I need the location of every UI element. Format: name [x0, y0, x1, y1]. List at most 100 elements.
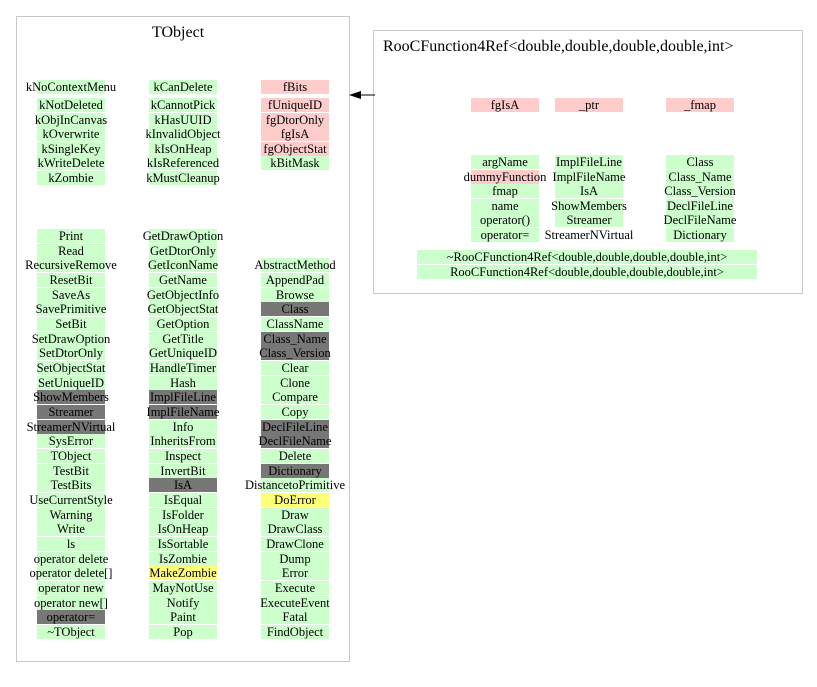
- method[interactable]: InheritsFrom: [149, 434, 217, 449]
- data-member[interactable]: _fmap: [666, 98, 734, 112]
- method[interactable]: ImplFileLine: [555, 155, 623, 169]
- method[interactable]: operator new: [37, 581, 105, 596]
- method[interactable]: Class_Name: [261, 331, 329, 346]
- method[interactable]: DeclFileName: [664, 213, 736, 228]
- method[interactable]: IsA: [555, 184, 623, 199]
- method[interactable]: IsEqual: [149, 493, 217, 508]
- data-member[interactable]: kObjInCanvas: [35, 112, 107, 127]
- method[interactable]: ~RooCFunction4Ref<double,double,double,d…: [417, 250, 757, 264]
- method[interactable]: ShowMembers: [551, 198, 627, 213]
- data-member[interactable]: kInvalidObject: [146, 127, 220, 142]
- method[interactable]: ResetBit: [37, 273, 105, 287]
- method[interactable]: ~TObject: [37, 625, 105, 640]
- method[interactable]: ShowMembers: [33, 390, 109, 405]
- method[interactable]: DrawClass: [261, 522, 329, 537]
- method[interactable]: GetTitle: [149, 331, 217, 346]
- method[interactable]: ClassName: [261, 317, 329, 332]
- method[interactable]: SetObjectStat: [37, 361, 105, 376]
- method[interactable]: Delete: [261, 449, 329, 464]
- method[interactable]: Info: [149, 419, 217, 434]
- method[interactable]: RooCFunction4Ref<double,double,double,do…: [417, 265, 757, 279]
- data-member[interactable]: kBitMask: [261, 156, 329, 171]
- method[interactable]: Inspect: [149, 449, 217, 464]
- method[interactable]: operator delete[]: [30, 566, 112, 581]
- data-member[interactable]: kNoContextMenu: [26, 80, 116, 94]
- method[interactable]: ImplFileName: [147, 405, 219, 420]
- method[interactable]: UseCurrentStyle: [29, 493, 113, 508]
- method[interactable]: Fatal: [261, 610, 329, 625]
- method[interactable]: operator delete: [34, 551, 108, 566]
- method[interactable]: IsOnHeap: [149, 522, 217, 537]
- method[interactable]: ImplFileName: [553, 169, 625, 184]
- method[interactable]: Class_Version: [259, 346, 331, 361]
- method[interactable]: operator=: [471, 228, 539, 242]
- data-member[interactable]: fgObjectStat: [261, 141, 329, 156]
- method[interactable]: GetOption: [149, 317, 217, 332]
- data-member[interactable]: kHasUUID: [149, 112, 217, 127]
- method[interactable]: GetIconName: [148, 258, 218, 273]
- data-member[interactable]: kWriteDelete: [37, 156, 105, 171]
- method[interactable]: Dump: [261, 551, 329, 566]
- method[interactable]: Class_Name: [666, 169, 734, 184]
- method[interactable]: Paint: [149, 610, 217, 625]
- method[interactable]: Write: [37, 522, 105, 537]
- method[interactable]: ls: [37, 537, 105, 552]
- method[interactable]: GetDtorOnly: [149, 243, 217, 258]
- method[interactable]: InvertBit: [149, 463, 217, 478]
- method[interactable]: SetBit: [37, 317, 105, 332]
- method[interactable]: GetName: [149, 273, 217, 287]
- data-member[interactable]: _ptr: [555, 98, 623, 112]
- method[interactable]: operator(): [471, 213, 539, 228]
- method[interactable]: IsA: [149, 478, 217, 493]
- method[interactable]: DoError: [261, 493, 329, 508]
- method[interactable]: TestBit: [37, 463, 105, 478]
- data-member[interactable]: fgDtorOnly: [261, 112, 329, 127]
- method[interactable]: Notify: [149, 595, 217, 610]
- method[interactable]: StreamerNVirtual: [545, 228, 634, 242]
- method[interactable]: SaveAs: [37, 287, 105, 302]
- method[interactable]: Clear: [261, 361, 329, 376]
- method[interactable]: Pop: [149, 625, 217, 640]
- method[interactable]: Browse: [261, 287, 329, 302]
- method[interactable]: Read: [37, 243, 105, 258]
- method[interactable]: IsSortable: [149, 537, 217, 552]
- data-member[interactable]: kCannotPick: [149, 98, 217, 112]
- method[interactable]: DeclFileLine: [261, 419, 329, 434]
- data-member[interactable]: fgIsA: [261, 127, 329, 142]
- method[interactable]: SavePrimitive: [36, 302, 106, 317]
- method[interactable]: Class: [261, 302, 329, 317]
- method[interactable]: Class_Version: [664, 184, 736, 199]
- method[interactable]: Streamer: [37, 405, 105, 420]
- method[interactable]: Execute: [261, 581, 329, 596]
- method[interactable]: Error: [261, 566, 329, 581]
- method[interactable]: MakeZombie: [149, 566, 217, 581]
- method[interactable]: SetDrawOption: [32, 331, 110, 346]
- method[interactable]: Streamer: [555, 213, 623, 228]
- method[interactable]: DeclFileLine: [666, 198, 734, 213]
- method[interactable]: ExecuteEvent: [260, 595, 330, 610]
- method[interactable]: SetDtorOnly: [37, 346, 105, 361]
- method[interactable]: ImplFileLine: [149, 390, 217, 405]
- data-member[interactable]: fgIsA: [471, 98, 539, 112]
- method[interactable]: AppendPad: [261, 273, 329, 287]
- method[interactable]: DrawClone: [261, 537, 329, 552]
- method[interactable]: Dictionary: [666, 228, 734, 242]
- method[interactable]: DeclFileName: [259, 434, 331, 449]
- method[interactable]: fmap: [471, 184, 539, 199]
- method[interactable]: Hash: [149, 375, 217, 390]
- method[interactable]: GetObjectInfo: [147, 287, 219, 302]
- method[interactable]: TestBits: [37, 478, 105, 493]
- method[interactable]: AbstractMethod: [254, 258, 336, 273]
- method[interactable]: IsZombie: [149, 551, 217, 566]
- method[interactable]: HandleTimer: [149, 361, 217, 376]
- method[interactable]: SysError: [37, 434, 105, 449]
- data-member[interactable]: fUniqueID: [261, 98, 329, 112]
- method[interactable]: RecursiveRemove: [25, 258, 117, 273]
- data-member[interactable]: kIsOnHeap: [149, 141, 217, 156]
- method[interactable]: argName: [471, 155, 539, 169]
- method[interactable]: operator new[]: [34, 595, 108, 610]
- method[interactable]: Class: [666, 155, 734, 169]
- method[interactable]: FindObject: [261, 625, 329, 640]
- method[interactable]: StreamerNVirtual: [27, 419, 115, 434]
- method[interactable]: SetUniqueID: [37, 375, 105, 390]
